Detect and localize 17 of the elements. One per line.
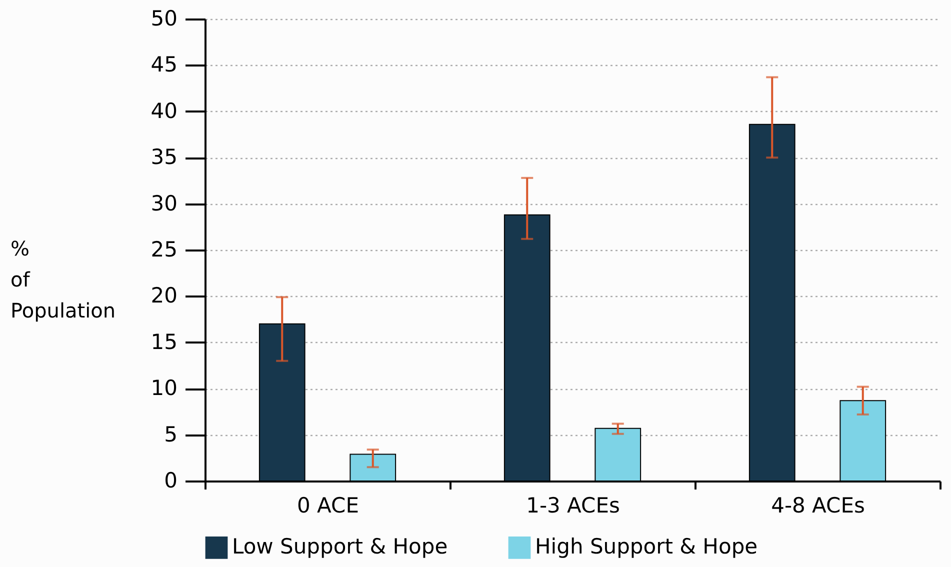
y-tick-label: 5 <box>164 422 178 446</box>
y-tick-label: 35 <box>150 145 178 170</box>
legend-label: Low Support & Hope <box>232 534 448 559</box>
y-tick-label: 0 <box>164 468 178 492</box>
x-tick-label: 0 ACE <box>297 494 359 518</box>
legend-label: High Support & Hope <box>535 534 758 559</box>
y-tick-label: 15 <box>150 330 178 354</box>
y-tick-label: 30 <box>150 191 178 216</box>
y-tick-label: 10 <box>150 376 178 400</box>
y-tick-label: 50 <box>150 6 178 30</box>
y-tick-label: 40 <box>150 98 178 123</box>
x-tick-label: 4-8 ACEs <box>771 494 865 518</box>
y-axis-title: % of Population <box>10 236 116 322</box>
x-tick-label: 1-3 ACEs <box>526 494 620 518</box>
y-tick-label: 25 <box>150 238 178 262</box>
y-tick-label: 45 <box>150 52 178 77</box>
y-tick-label: 20 <box>150 284 178 308</box>
